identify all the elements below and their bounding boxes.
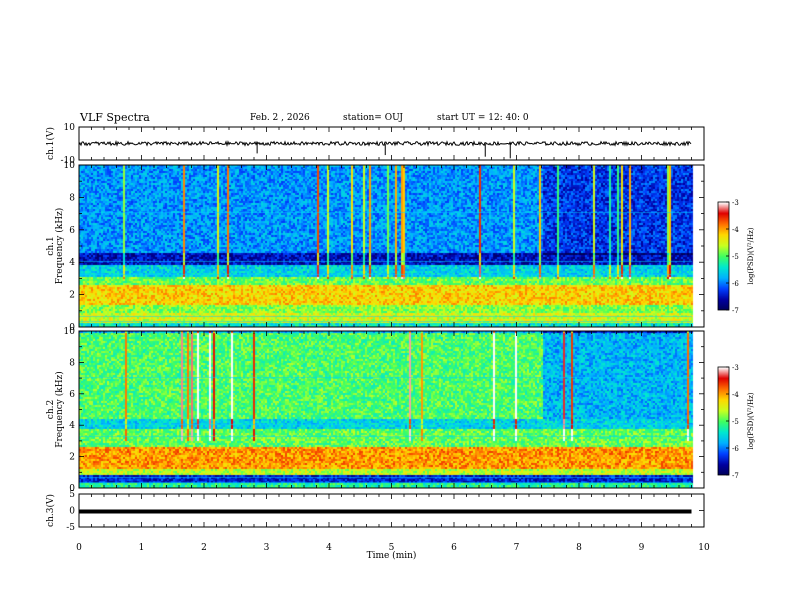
x-tick-label: 1 [139, 543, 145, 553]
ch2-colorbar-tick-label: -4 [732, 391, 739, 399]
y-axis-label: Frequency (kHz) [54, 208, 65, 285]
y-axis-label: ch.1(V) [45, 127, 56, 160]
x-tick-label: 10 [698, 543, 710, 553]
x-tick-label: 6 [451, 543, 457, 553]
ch2-colorbar-tick-label: -3 [732, 364, 739, 372]
x-tick-label: 3 [264, 543, 270, 553]
figure-title: VLF Spectra [80, 111, 150, 124]
x-axis-label: Time (min) [367, 550, 417, 561]
ch1-spectrogram-image [79, 165, 704, 327]
y-tick-label: 8 [69, 358, 75, 368]
x-tick-label: 4 [326, 543, 332, 553]
ch1-colorbar-tick-label: -3 [732, 199, 739, 207]
start-time-label: start UT = 12: 40: 0 [437, 113, 529, 123]
y-tick-label: 10 [64, 123, 76, 133]
ch1-colorbar-tick-label: -6 [732, 280, 739, 288]
ch2-colorbar-label: log(PSD)(V²/Hz) [747, 392, 755, 449]
ch2-colorbar-tick-label: -6 [732, 445, 739, 453]
y-tick-label: -10 [61, 156, 76, 166]
y-tick-label: 6 [69, 390, 75, 400]
ch1-colorbar [718, 202, 729, 310]
y-tick-label: 4 [69, 421, 75, 431]
y-tick-label: -5 [66, 523, 75, 533]
y-tick-label: 8 [69, 193, 75, 203]
ch1-colorbar-label: log(PSD)(V²/Hz) [747, 227, 755, 284]
y-axis-label: ch.1 [46, 236, 56, 255]
x-tick-label: 5 [389, 543, 395, 553]
y-tick-label: 10 [64, 161, 76, 171]
station-label: station= OUJ [343, 113, 404, 123]
y-axis-label: Frequency (kHz) [54, 371, 65, 448]
x-tick-label: 2 [201, 543, 207, 553]
ch1-colorbar-tick-label: -4 [732, 226, 739, 234]
y-tick-label: 6 [69, 226, 75, 236]
x-tick-label: 0 [76, 543, 82, 553]
y-tick-label: 4 [69, 258, 75, 268]
date-label: Feb. 2 , 2026 [250, 113, 310, 123]
x-tick-label: 9 [639, 543, 645, 553]
x-tick-label: 8 [576, 543, 582, 553]
y-tick-label: 0 [69, 323, 75, 333]
ch1-colorbar-tick-label: -7 [732, 307, 739, 315]
ch1-trace [78, 140, 692, 147]
x-tick-label: 7 [514, 543, 520, 553]
ch1-colorbar-tick-label: -5 [732, 253, 739, 261]
y-tick-label: 0 [69, 507, 75, 517]
ch2-colorbar [718, 367, 729, 475]
y-tick-label: 10 [64, 327, 76, 337]
y-axis-label: ch.3(V) [45, 494, 56, 527]
ch2-colorbar-tick-label: -5 [732, 418, 739, 426]
y-tick-label: 5 [69, 490, 75, 500]
y-tick-label: 0 [69, 484, 75, 494]
y-tick-label: 2 [69, 453, 75, 463]
ch2-spectrogram-image [79, 331, 704, 488]
y-axis-label: ch.2 [46, 400, 56, 419]
y-tick-label: 2 [69, 291, 75, 301]
ch2-colorbar-tick-label: -7 [732, 472, 739, 480]
